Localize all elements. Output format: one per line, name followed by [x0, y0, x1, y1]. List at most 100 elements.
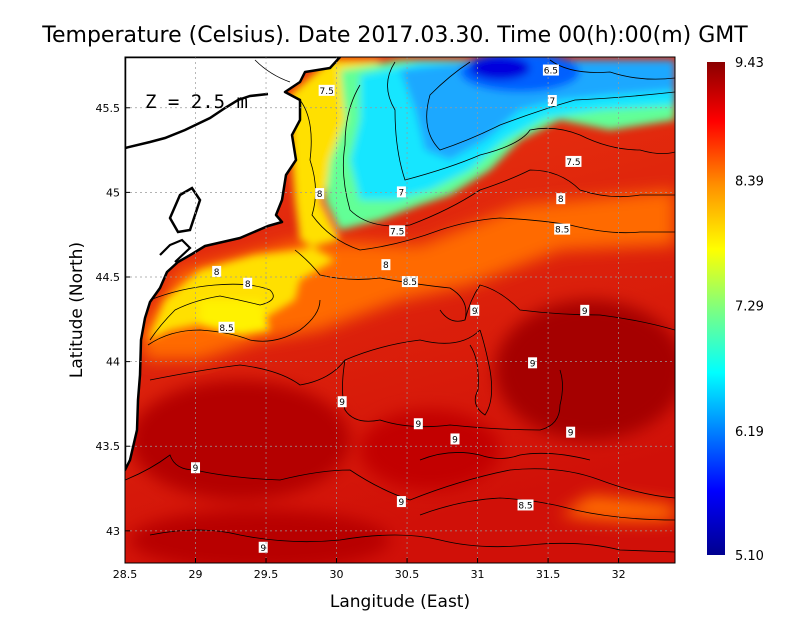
x-tick-label: 32	[612, 568, 626, 581]
contour-label-text: 7.5	[566, 158, 580, 168]
contour-label-text: 8	[383, 261, 389, 271]
contour-label-box	[212, 265, 222, 277]
x-tick-label: 31	[471, 568, 485, 581]
contour-label-box	[580, 304, 590, 316]
contour-label-text: 9	[582, 307, 588, 317]
colorbar-labels: 9.43 8.39 7.29 6.19 5.10	[735, 56, 764, 564]
contour-label-box	[547, 95, 557, 106]
contour-label-box	[381, 259, 391, 271]
contour-label-text: 9	[472, 307, 478, 317]
colorbar	[707, 62, 725, 555]
contour-label-text: 7	[549, 97, 555, 107]
contour-label-text: 9	[399, 498, 405, 508]
coastline-land	[125, 57, 342, 472]
contour-label: 9	[413, 418, 423, 430]
contour-label: 9	[470, 304, 480, 317]
contour-label: 6.5	[542, 64, 559, 77]
colorbar-tick-label: 5.10	[735, 549, 764, 564]
contour-label-text: 9	[568, 429, 574, 439]
temperature-field: 6.5 7 7.5 8 8.5 7 7.5 8 8.5 8 7.5 8 8 8.5 9 9 9 9 9 9 9 9 9 8.5…	[125, 57, 675, 563]
colorbar-tick-label: 7.29	[735, 300, 764, 315]
x-axis-label: Langitude (East)	[330, 592, 470, 612]
contour-label: 9	[337, 396, 347, 408]
coast-inlet-line	[125, 92, 269, 150]
y-tick-label: 44.5	[96, 271, 121, 284]
contour-label: 8	[556, 193, 566, 205]
contour-labels: 6.5 7 7.5 8 8.5 7 7.5 8 8.5 8 7.5 8 8 8.5 9 9 9 9 9 9 9 9 9 8.5…	[191, 64, 590, 554]
contour-label-text: 7.5	[320, 87, 334, 97]
contour-label: 8.5	[517, 499, 534, 511]
contour-label-box	[396, 496, 406, 508]
contour-label-box	[218, 321, 235, 333]
colorbar-tick-label: 8.39	[735, 174, 764, 189]
contour-label-text: 8	[214, 268, 220, 278]
contour-label-box	[542, 64, 559, 76]
contour-label: 9	[580, 304, 590, 317]
contour-label-box	[566, 426, 576, 438]
contour-label: 8.5	[401, 276, 418, 288]
contour-label-text: 8.5	[219, 324, 233, 334]
contour-label-text: 7	[399, 188, 405, 198]
x-tick-label: 30	[330, 568, 344, 581]
x-tick-label: 30.5	[395, 568, 420, 581]
contour-label-box	[528, 357, 538, 369]
x-tick-label: 29	[189, 568, 203, 581]
contour-label-box	[315, 188, 325, 200]
contour-label-box	[401, 276, 418, 288]
contour-label: 8	[243, 277, 253, 290]
contour-label-text: 9	[193, 464, 199, 474]
map-frame	[124, 56, 676, 564]
contour-label: 8	[381, 259, 391, 271]
contour-label: 7	[396, 186, 406, 198]
contour-label: 9	[258, 541, 268, 554]
x-axis-ticks: 28.5 29 29.5 30 30.5 31 31.5 32	[113, 558, 626, 581]
contour-label-text: 8	[558, 195, 564, 205]
colorbar-tick-label: 6.19	[735, 425, 764, 440]
contour-label-box	[450, 433, 460, 445]
lake-outline	[168, 186, 202, 234]
contour-label-box	[565, 155, 582, 167]
contour-label-text: 8	[245, 280, 251, 290]
contour-label: 9	[566, 426, 576, 439]
y-axis-ticks: 43 43.5 44 44.5 45 45.5	[96, 102, 130, 538]
x-tick-label: 29.5	[254, 568, 279, 581]
x-tick-label: 28.5	[113, 568, 138, 581]
contour-label-text: 9	[260, 544, 266, 554]
contour-label-text: 8	[317, 190, 323, 200]
contour-label-text: 6.5	[544, 67, 558, 77]
contour-label-box	[389, 225, 406, 237]
contour-label: 8.5	[554, 223, 571, 236]
contour-label-box	[554, 223, 571, 235]
depth-label: Z = 2.5 m	[145, 91, 248, 113]
lagoon-outline	[159, 238, 192, 263]
contour-label-text: 8.5	[518, 501, 532, 511]
y-tick-label: 43	[106, 525, 120, 538]
contour-label: 8.5	[218, 321, 235, 334]
contour-label: 7.5	[318, 84, 335, 97]
x-tick-label: 31.5	[536, 568, 561, 581]
isotherm-contours	[125, 59, 675, 553]
contour-label-text: 8.5	[555, 226, 569, 236]
contour-label: 9	[450, 433, 460, 445]
contour-label-box	[258, 541, 268, 553]
contour-label-box	[470, 304, 480, 316]
gridlines	[125, 57, 675, 563]
contour-label: 7	[547, 95, 557, 107]
contour-label: 8	[315, 188, 325, 200]
colorbar-tick-label: 9.43	[735, 56, 764, 71]
contour-label-box	[413, 418, 423, 430]
contour-label-box	[243, 277, 253, 289]
contour-label: 8	[212, 265, 222, 278]
contour-label-box	[337, 396, 347, 408]
y-axis-label: Latitude (North)	[67, 242, 87, 378]
contour-label: 9	[396, 496, 406, 508]
chart-title: Temperature (Celsius). Date 2017.03.30. …	[41, 23, 748, 48]
y-tick-label: 45.5	[96, 102, 121, 115]
contour-label-text: 9	[452, 435, 458, 445]
contour-label-text: 8.5	[403, 278, 417, 288]
contour-label-box	[556, 193, 566, 205]
contour-label: 7.5	[389, 225, 406, 237]
contour-label: 9	[528, 357, 538, 369]
y-tick-label: 43.5	[96, 440, 121, 453]
